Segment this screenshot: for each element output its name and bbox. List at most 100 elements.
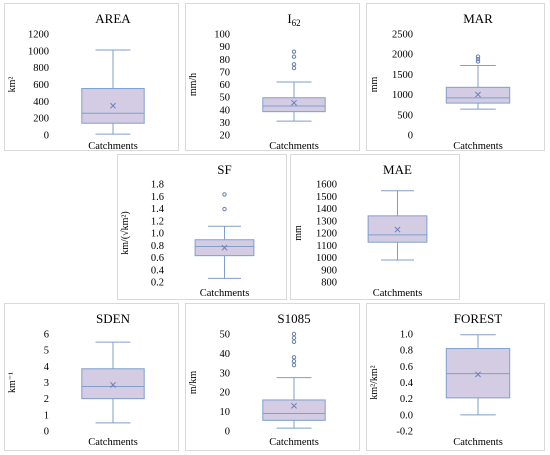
y-tick-label: 1.2 — [151, 216, 164, 227]
x-category-label: Catchments — [88, 437, 138, 448]
mean-marker — [221, 244, 228, 251]
y-tick-label: 1000 — [28, 46, 49, 57]
chart-sf: SF 0.2 0.40.60.81.0 1.21.41.61.8 km/(√km²) Ca… — [120, 162, 255, 299]
y-tick-label: 1200 — [28, 30, 49, 41]
chart-title: SF — [217, 162, 231, 177]
y-tick-label: 0.4 — [400, 378, 414, 389]
chart-title: MAR — [463, 11, 493, 26]
y-tick-label: 0.4 — [151, 265, 165, 276]
y-tick-label: 60 — [220, 80, 231, 91]
chart-title-subscript: 62 — [292, 18, 301, 28]
outlier-point — [291, 339, 297, 344]
y-tick-label: 50 — [220, 330, 231, 341]
y-tick-label: 0.0 — [400, 410, 413, 421]
y-tick-label: 0.2 — [151, 278, 164, 289]
y-tick-label: 100 — [214, 30, 230, 41]
y-tick-label: 50 — [220, 93, 231, 104]
chart-title: MAE — [383, 162, 412, 177]
outlier-point — [475, 56, 481, 62]
y-tick-label: 1300 — [316, 216, 337, 227]
y-tick-label: 1600 — [316, 180, 337, 191]
chart-title: SDEN — [96, 311, 131, 326]
outlier-point — [291, 331, 297, 337]
y-tick-label: 1400 — [316, 204, 337, 215]
x-category-label: Catchments — [453, 141, 503, 152]
y-axis-label: km/(√km²) — [120, 211, 131, 254]
outlier-point — [291, 358, 297, 364]
y-tick-label: 1000 — [316, 253, 337, 264]
y-tick-label: 1.0 — [151, 229, 164, 240]
y-tick-label: 800 — [33, 63, 49, 74]
chart-title: FOREST — [454, 311, 502, 326]
mean-marker — [110, 102, 116, 109]
outlier-point — [475, 54, 481, 59]
chart-title: I62 — [287, 11, 300, 28]
y-axis-label: mm — [293, 225, 304, 241]
y-tick-label: 80 — [220, 55, 231, 66]
y-tick-label: 2500 — [392, 30, 413, 41]
outlier-point — [291, 54, 297, 59]
x-category-label: Catchments — [269, 141, 319, 152]
chart-forest: FOREST -0.2 0.0 0.2 0.4 0.6 0.8 1.0 km²/km² Catch… — [369, 311, 511, 448]
y-tick-label: 30 — [220, 118, 231, 129]
mean-marker — [291, 99, 297, 106]
y-tick-label: 1.6 — [151, 192, 164, 203]
y-tick-label: 6 — [44, 330, 49, 341]
chart-panel-sden: SDEN 0 1 2 3 4 5 6 km⁻¹ Catchments — [4, 303, 179, 451]
y-tick-label: 0.2 — [400, 394, 413, 405]
y-tick-label: 1.4 — [151, 204, 165, 215]
chart-panel-s1085: S1085 0 10 20 30 40 50 m/km Catchments — [185, 303, 360, 451]
y-axis-label: m/km — [188, 371, 199, 395]
chart-panel-area: AREA 0 200 400 600 800 1000 1200 km² Catchments — [4, 3, 179, 152]
y-axis-label: km² — [7, 77, 18, 93]
mean-marker — [475, 371, 481, 378]
chart-panel-mae: MAE 800 900 1000 1100 1200 1300 1400 1500 1600 mm C… — [290, 154, 460, 300]
y-tick-label: 0.6 — [400, 362, 413, 373]
outlier-point — [475, 59, 481, 64]
x-category-label: Catchments — [453, 437, 503, 448]
chart-title: S1085 — [277, 311, 310, 326]
y-tick-label: 800 — [321, 278, 337, 289]
chart-panel-sf: SF 0.2 0.4 0.6 0.8 1.0 1.2 1.4 1.6 1.8 km/(√km²) Ca… — [117, 154, 287, 300]
y-tick-label: 20 — [220, 388, 231, 399]
y-tick-label: 70 — [220, 67, 231, 78]
y-tick-label: 0.8 — [151, 241, 164, 252]
outlier-point — [291, 49, 297, 54]
x-category-label: Catchments — [88, 141, 138, 152]
y-tick-label: 1000 — [392, 90, 413, 101]
y-tick-label: 400 — [33, 97, 49, 108]
chart-panel-i62: I62 20 30 40 50 60 70 80 90 100 mm/h Catchments — [185, 3, 360, 152]
outlier-point — [291, 335, 297, 341]
chart-title: AREA — [95, 11, 131, 26]
chart-panel-mar: MAR 0 500 1000 1500 2000 2500 mm Catchments — [366, 3, 545, 152]
iqr-box — [81, 368, 145, 400]
y-tick-label: 30 — [220, 368, 231, 379]
y-tick-label: 900 — [321, 265, 337, 276]
y-tick-label: 0.8 — [400, 346, 413, 357]
y-tick-label: 40 — [220, 105, 231, 116]
mean-marker — [394, 226, 401, 233]
iqr-box — [262, 97, 326, 113]
y-tick-label: 90 — [220, 42, 231, 53]
chart-s1085: S1085 0 10 20 30 40 50 m/km Catchments — [188, 311, 326, 448]
y-tick-label: 1.8 — [151, 180, 164, 191]
outlier-point — [291, 65, 297, 71]
chart-mar: MAR 0 500 1000 1500 2000 2500 mm Catchments — [369, 11, 511, 152]
mean-marker — [475, 91, 481, 98]
y-tick-label: 0 — [225, 427, 230, 438]
y-tick-label: 10 — [220, 407, 231, 418]
chart-area: AREA 0 200 400 600 800 1000 1200 km² Catchments — [7, 11, 145, 152]
outlier-point — [222, 206, 227, 212]
y-tick-label: 4 — [44, 362, 50, 373]
y-tick-label: 1500 — [316, 192, 337, 203]
chart-sden: SDEN 0 1 2 3 4 5 6 km⁻¹ Catchments — [7, 311, 145, 448]
y-tick-label: 20 — [220, 131, 231, 142]
x-category-label: Catchments — [269, 437, 319, 448]
y-tick-label: 600 — [33, 80, 49, 91]
y-tick-label: 0 — [408, 131, 413, 142]
x-category-label: Catchments — [373, 288, 423, 299]
y-tick-label: 0 — [44, 131, 49, 142]
x-category-label: Catchments — [200, 288, 250, 299]
